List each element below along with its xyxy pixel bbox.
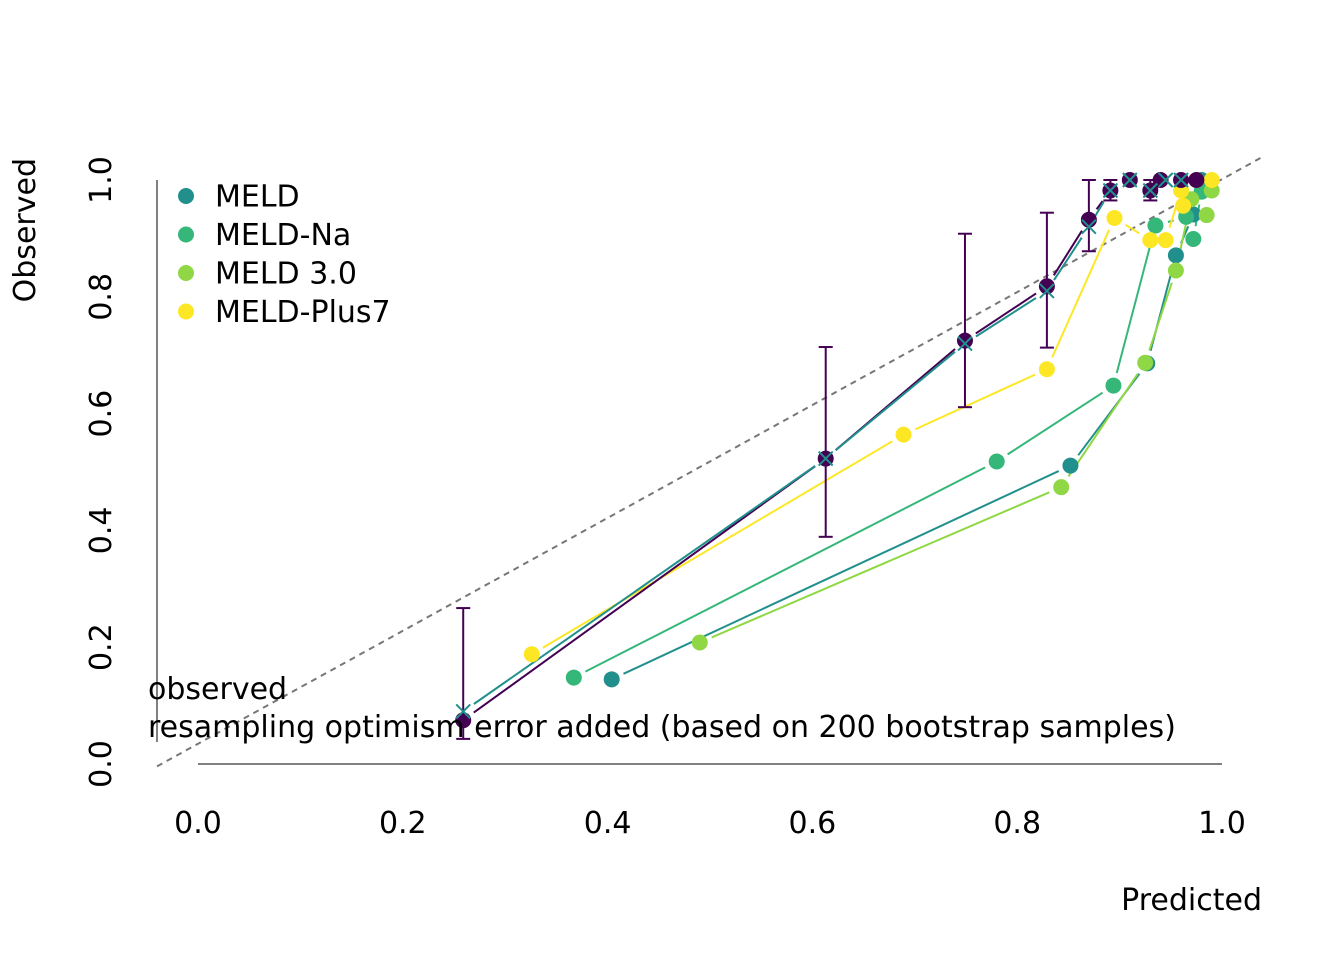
data-point-x bbox=[1102, 182, 1119, 199]
series-line-segment bbox=[1007, 391, 1104, 456]
legend-marker bbox=[178, 303, 194, 320]
reference-line bbox=[156, 155, 1264, 768]
data-point bbox=[1038, 278, 1055, 295]
data-point-x bbox=[455, 703, 471, 720]
series-line-segment bbox=[711, 491, 1050, 639]
series-line-segment bbox=[975, 297, 1037, 338]
series-line-segment bbox=[1094, 201, 1105, 217]
data-point bbox=[895, 426, 912, 443]
y-tick-label: 0.2 bbox=[84, 623, 119, 671]
data-point-x bbox=[1142, 182, 1159, 199]
series-line-segment bbox=[1148, 282, 1173, 351]
series-line-segment bbox=[835, 351, 956, 452]
data-point bbox=[1062, 457, 1079, 474]
series-line-segment bbox=[623, 470, 1060, 675]
series-line-segment bbox=[1051, 229, 1111, 358]
x-tick-label: 0.2 bbox=[379, 806, 427, 841]
legend-marker bbox=[178, 265, 194, 281]
data-point bbox=[565, 669, 582, 686]
data-point bbox=[1137, 354, 1154, 371]
x-tick-label: 1.0 bbox=[1198, 806, 1246, 841]
data-point bbox=[603, 671, 620, 688]
legend-label: MELD-Plus7 bbox=[215, 295, 391, 330]
data-point bbox=[1198, 207, 1215, 224]
series-line-segment bbox=[542, 440, 893, 649]
data-point bbox=[523, 646, 540, 663]
data-point bbox=[1142, 232, 1159, 249]
legend-label: MELD-Na bbox=[215, 218, 351, 253]
data-point-x bbox=[1173, 172, 1189, 188]
note-resampling: resampling optimism error added (based o… bbox=[148, 710, 1176, 745]
series-line-segment bbox=[1125, 223, 1140, 235]
data-point bbox=[1157, 232, 1174, 249]
series-line-segment bbox=[1067, 373, 1139, 477]
data-point bbox=[1185, 230, 1202, 247]
error-bars bbox=[456, 179, 1158, 740]
data-point bbox=[1203, 172, 1220, 188]
note-observed: observed bbox=[148, 672, 287, 707]
legend-label: MELD bbox=[215, 180, 300, 215]
data-point bbox=[1106, 209, 1123, 226]
data-point bbox=[1053, 479, 1070, 496]
series-line-segment bbox=[1052, 230, 1083, 276]
data-point bbox=[1105, 377, 1122, 394]
y-tick-label: 0.0 bbox=[84, 740, 119, 788]
legend-label: MELD 3.0 bbox=[215, 257, 357, 292]
y-tick-labels: 0.0 0.2 0.4 0.6 0.8 1.0 bbox=[84, 156, 119, 788]
y-tick-label: 0.8 bbox=[84, 273, 119, 321]
x-tick-labels: 0.0 0.2 0.4 0.6 0.8 1.0 bbox=[174, 806, 1246, 841]
data-points bbox=[455, 172, 1220, 729]
data-point-x bbox=[1157, 172, 1174, 188]
series-line-segment bbox=[584, 466, 986, 673]
series-line-segment bbox=[914, 373, 1036, 431]
legend-marker bbox=[178, 188, 194, 204]
y-tick-label: 1.0 bbox=[84, 156, 119, 204]
data-point bbox=[1167, 262, 1184, 279]
x-tick-label: 0.4 bbox=[584, 806, 632, 841]
data-point bbox=[1147, 217, 1164, 234]
x-tick-label: 0.6 bbox=[789, 806, 837, 841]
series-lines bbox=[473, 191, 1201, 714]
series-line-segment bbox=[1053, 237, 1083, 281]
data-point bbox=[988, 453, 1005, 470]
x-axis-title: Predicted bbox=[1121, 883, 1262, 918]
series-line-segment bbox=[473, 465, 816, 705]
x-tick-label: 0.8 bbox=[993, 806, 1041, 841]
series-line-segment bbox=[975, 292, 1037, 335]
data-point bbox=[1167, 247, 1184, 264]
data-point bbox=[956, 332, 973, 349]
axes bbox=[156, 180, 1222, 765]
reference-diagonal bbox=[156, 155, 1264, 768]
data-point-x bbox=[1039, 283, 1055, 299]
legend-marker bbox=[178, 226, 194, 243]
data-point-x bbox=[818, 450, 834, 467]
x-tick-label: 0.0 bbox=[174, 806, 222, 841]
data-point-x bbox=[1081, 219, 1097, 235]
y-tick-label: 0.4 bbox=[84, 507, 119, 555]
series-line-segment bbox=[473, 465, 816, 714]
data-point bbox=[1038, 361, 1055, 378]
data-point bbox=[1188, 172, 1205, 188]
data-point-x bbox=[957, 335, 973, 352]
data-point bbox=[1175, 197, 1192, 214]
data-point bbox=[691, 634, 708, 651]
y-axis-title: Observed bbox=[8, 158, 43, 302]
y-tick-label: 0.6 bbox=[84, 390, 119, 438]
series-line-segment bbox=[1115, 237, 1154, 374]
series-line-segment bbox=[1095, 200, 1104, 210]
data-point-x bbox=[1122, 172, 1138, 188]
